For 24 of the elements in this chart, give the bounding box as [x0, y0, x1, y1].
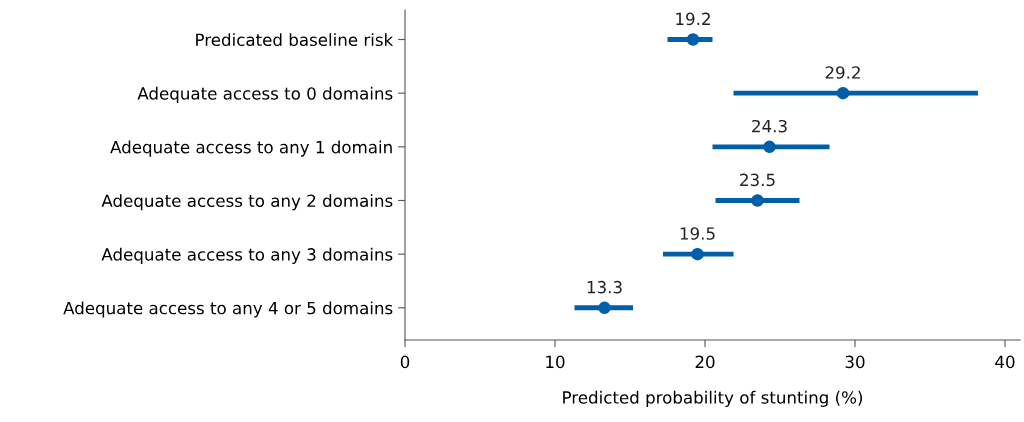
- x-tick-label: 20: [695, 355, 715, 369]
- point: [751, 194, 764, 207]
- x-tick-label: 0: [400, 355, 410, 369]
- point: [691, 247, 704, 261]
- data-label: 19.2: [676, 12, 710, 26]
- y-tick-label: Adequate access to 0 domains: [137, 86, 393, 103]
- x-tick-label: 10: [546, 355, 565, 369]
- y-tick-label: Predicated baseline risk: [196, 33, 394, 47]
- point: [836, 86, 850, 100]
- data-label: 13.3: [587, 280, 622, 294]
- data-label: 24.3: [752, 119, 787, 133]
- y-tick-label: Adequate access to any 4 or 5 domains: [63, 301, 393, 318]
- data-label: 29.2: [825, 66, 860, 79]
- y-tick-label: Adequate access to any 3 domains: [101, 247, 393, 264]
- point: [686, 33, 700, 46]
- y-tick-label: Adequate access to any 2 domains: [101, 194, 393, 211]
- point: [763, 140, 776, 154]
- x-tick-label: 30: [845, 355, 865, 369]
- x-tick-label: 40: [995, 355, 1015, 369]
- data-label: 19.5: [680, 227, 715, 240]
- y-tick-label: Adequate access to any 1 domain: [110, 140, 392, 157]
- point: [598, 301, 611, 315]
- x-axis-title: Predicted probability of stunting (%): [563, 390, 863, 407]
- data-label: 23.5: [740, 173, 775, 187]
